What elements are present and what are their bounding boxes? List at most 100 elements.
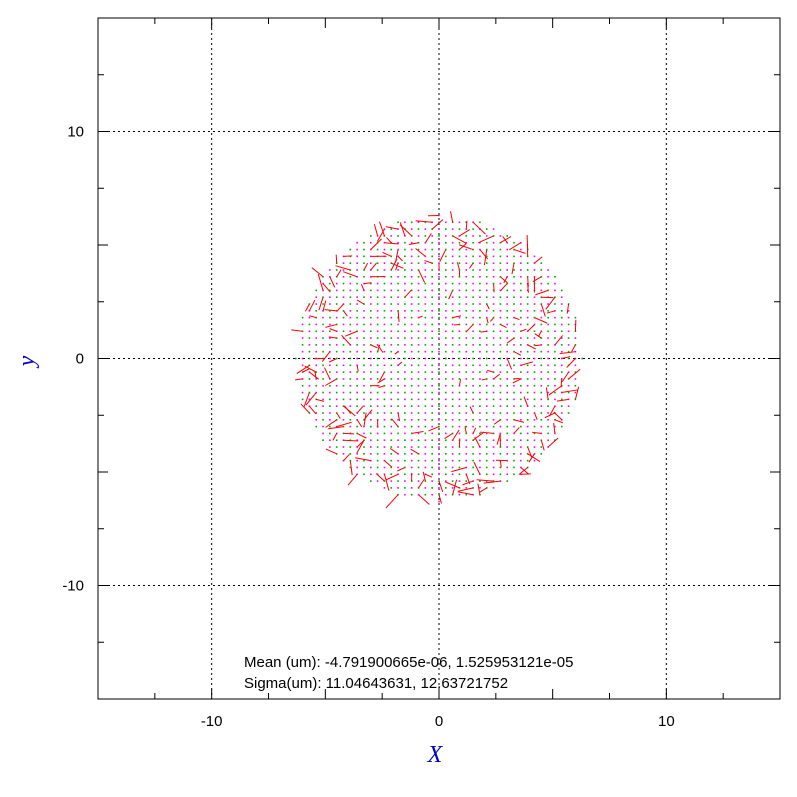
data-vector <box>363 412 367 427</box>
data-point <box>383 398 386 401</box>
data-vector <box>477 235 494 244</box>
data-point <box>458 221 461 224</box>
data-vector <box>559 351 576 355</box>
data-point <box>335 446 338 448</box>
data-point <box>506 262 508 264</box>
data-point <box>376 269 379 271</box>
data-point <box>417 364 420 367</box>
data-point <box>315 384 318 387</box>
data-point <box>533 446 536 448</box>
data-point <box>417 275 420 278</box>
data-point <box>424 371 427 373</box>
data-point <box>451 255 454 258</box>
data-point <box>322 323 324 326</box>
data-vector <box>309 315 317 319</box>
data-point <box>574 391 577 394</box>
data-point <box>376 282 379 285</box>
data-vector <box>487 369 494 373</box>
data-point <box>390 459 393 462</box>
data-point <box>438 344 440 346</box>
data-vector <box>500 276 508 284</box>
data-vector <box>444 481 460 489</box>
data-point <box>445 453 447 455</box>
data-point <box>404 487 406 489</box>
data-point <box>329 337 331 339</box>
data-point <box>547 330 549 333</box>
data-point <box>479 303 481 305</box>
data-vector <box>553 411 563 421</box>
data-vector <box>425 473 433 478</box>
data-point <box>410 371 413 373</box>
data-point <box>547 412 549 414</box>
data-vector <box>566 358 576 368</box>
data-point <box>417 310 420 312</box>
data-point <box>520 459 522 462</box>
data-point <box>410 384 413 387</box>
data-point <box>540 316 543 319</box>
data-point <box>376 303 379 305</box>
data-point <box>308 357 311 360</box>
data-point <box>301 350 304 353</box>
data-point <box>390 337 393 339</box>
data-point <box>431 439 433 442</box>
data-point <box>506 316 508 319</box>
data-point <box>424 296 427 299</box>
data-vector <box>479 249 489 260</box>
data-point <box>540 323 543 326</box>
data-vector <box>356 440 364 448</box>
data-point <box>506 480 508 482</box>
data-point <box>485 446 488 448</box>
data-point <box>417 255 420 258</box>
data-point <box>499 269 502 271</box>
data-point <box>513 357 515 360</box>
data-point <box>363 466 365 469</box>
data-vector <box>325 323 337 328</box>
data-point <box>308 405 311 407</box>
data-point <box>465 371 468 373</box>
data-point <box>472 255 474 258</box>
data-point <box>410 269 413 271</box>
data-point <box>438 350 440 353</box>
data-point <box>356 364 358 367</box>
data-point <box>540 384 543 387</box>
data-point <box>547 384 549 387</box>
data-point <box>465 391 468 394</box>
data-point <box>520 384 522 387</box>
data-point <box>492 480 495 482</box>
data-point <box>567 337 570 339</box>
data-vector <box>415 248 426 257</box>
data-point <box>431 487 433 489</box>
data-point <box>363 459 365 462</box>
data-point <box>520 282 522 285</box>
data-vector <box>377 344 381 352</box>
data-point <box>520 248 522 251</box>
data-vector <box>520 467 530 475</box>
data-point <box>349 344 352 346</box>
data-point <box>329 269 331 271</box>
data-point <box>431 453 433 455</box>
data-point <box>451 405 454 407</box>
data-point <box>417 221 420 224</box>
data-point <box>513 303 515 305</box>
data-vector <box>456 262 460 271</box>
data-point <box>410 480 413 482</box>
data-point <box>458 275 461 278</box>
data-point <box>472 453 474 455</box>
data-point <box>370 330 372 333</box>
data-point <box>417 303 420 305</box>
data-vector <box>404 289 413 298</box>
data-point <box>410 418 413 421</box>
data-point <box>533 459 536 462</box>
data-point <box>329 330 331 333</box>
data-vector <box>534 344 542 347</box>
data-point <box>424 248 427 251</box>
data-point <box>451 364 454 367</box>
data-point <box>410 255 413 258</box>
data-point <box>424 378 427 380</box>
data-point <box>547 282 549 285</box>
data-point <box>526 316 529 319</box>
data-point <box>397 493 399 496</box>
data-point <box>445 364 447 367</box>
data-point <box>322 364 324 367</box>
data-point <box>472 330 474 333</box>
